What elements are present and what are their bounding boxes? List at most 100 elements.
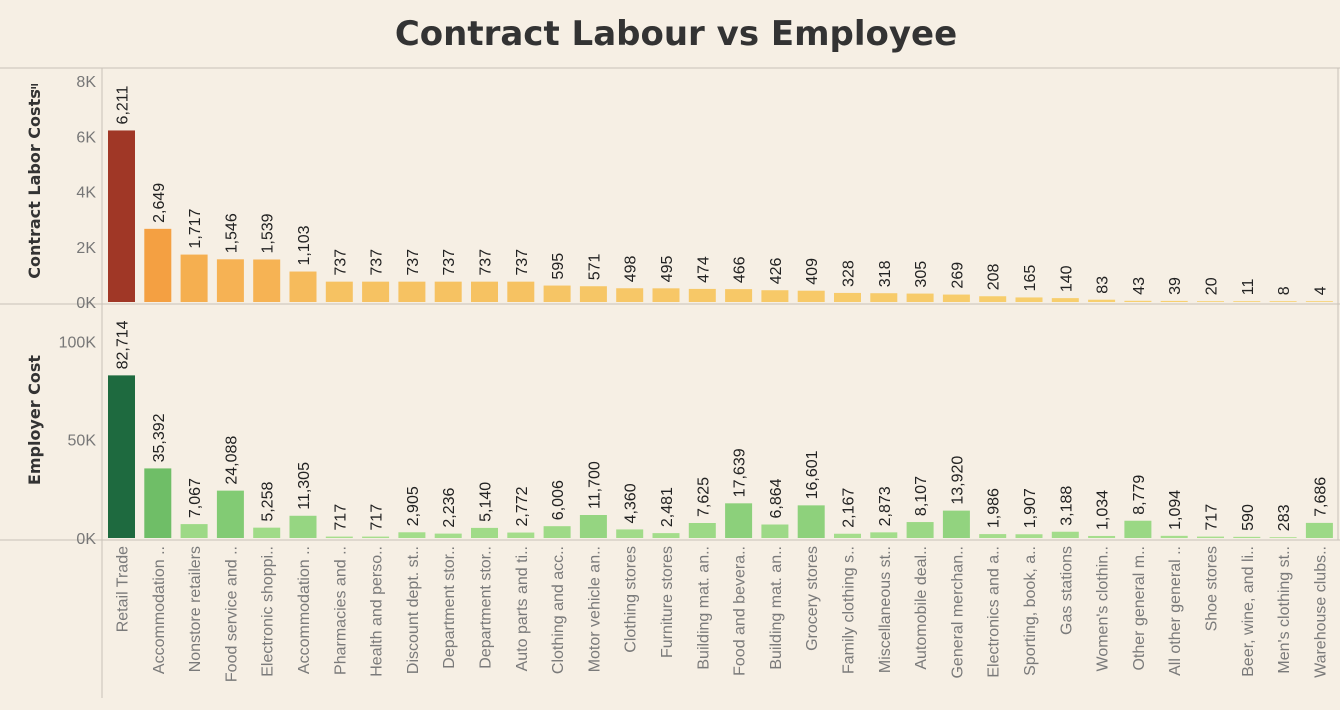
category-label[interactable]: Building mat. an.. bbox=[768, 546, 785, 670]
category-label[interactable]: Food service and .. bbox=[223, 546, 240, 682]
employer-bar[interactable] bbox=[688, 523, 716, 538]
category-label[interactable]: Beer, wine, and li.. bbox=[1240, 546, 1257, 677]
category-label[interactable]: Auto parts and ti.. bbox=[514, 546, 531, 671]
contract-bar[interactable] bbox=[797, 290, 825, 302]
contract-bar[interactable] bbox=[725, 289, 753, 302]
category-label[interactable]: Electronic shoppi.. bbox=[260, 546, 277, 677]
employer-bar[interactable] bbox=[216, 490, 244, 538]
category-label[interactable]: Other general m.. bbox=[1131, 546, 1148, 671]
category-label[interactable]: Motor vehicle an.. bbox=[586, 546, 603, 672]
category-label[interactable]: Retail Trade bbox=[115, 546, 132, 632]
employer-bar[interactable] bbox=[979, 534, 1007, 538]
category-label[interactable]: Women's clothin.. bbox=[1095, 546, 1112, 671]
contract-bar[interactable] bbox=[688, 288, 716, 302]
employer-bar[interactable] bbox=[325, 536, 353, 538]
employer-bar[interactable] bbox=[616, 529, 644, 538]
category-label[interactable]: Shoe stores bbox=[1204, 546, 1221, 631]
category-label[interactable]: Department stor.. bbox=[441, 546, 458, 669]
employer-bar[interactable] bbox=[144, 468, 172, 538]
contract-bar[interactable] bbox=[616, 288, 644, 302]
employer-bar[interactable] bbox=[253, 527, 281, 538]
sort-descending-icon[interactable] bbox=[31, 84, 38, 92]
category-label[interactable]: Men's clothing st.. bbox=[1276, 546, 1293, 674]
contract-bar[interactable] bbox=[870, 293, 898, 302]
employer-bar[interactable] bbox=[870, 532, 898, 538]
category-label[interactable]: General merchan.. bbox=[949, 546, 966, 679]
employer-bar[interactable] bbox=[289, 515, 317, 538]
contract-bar[interactable] bbox=[434, 281, 462, 302]
category-label[interactable]: Gas stations bbox=[1058, 546, 1075, 635]
employer-bar[interactable] bbox=[579, 514, 607, 538]
contract-bar[interactable] bbox=[289, 271, 317, 302]
contract-bar[interactable] bbox=[507, 281, 535, 302]
contract-bar[interactable] bbox=[906, 293, 934, 302]
contract-bar[interactable] bbox=[253, 259, 281, 302]
employer-bar[interactable] bbox=[725, 503, 753, 538]
category-label[interactable]: Accommodation .. bbox=[296, 546, 313, 674]
employer-bar[interactable] bbox=[1233, 536, 1261, 538]
category-label[interactable]: Building mat. an.. bbox=[695, 546, 712, 670]
category-label[interactable]: Accommodation .. bbox=[151, 546, 168, 674]
contract-bar[interactable] bbox=[1051, 298, 1079, 302]
contract-bar[interactable] bbox=[1015, 297, 1043, 302]
employer-bar[interactable] bbox=[1124, 520, 1152, 538]
employer-bar[interactable] bbox=[1088, 535, 1116, 538]
contract-bar[interactable] bbox=[1088, 299, 1116, 302]
employer-bar[interactable] bbox=[942, 510, 970, 538]
contract-bar[interactable] bbox=[1305, 301, 1333, 302]
contract-bar[interactable] bbox=[180, 254, 208, 302]
employer-bar[interactable] bbox=[834, 533, 861, 538]
employer-bar[interactable] bbox=[906, 522, 934, 538]
contract-bar[interactable] bbox=[579, 286, 607, 302]
employer-bar[interactable] bbox=[434, 533, 462, 538]
contract-bar[interactable] bbox=[1233, 301, 1261, 302]
category-label[interactable]: Grocery stores bbox=[804, 546, 821, 651]
category-label[interactable]: Warehouse clubs.. bbox=[1312, 546, 1329, 678]
category-label[interactable]: Automobile deal.. bbox=[913, 546, 930, 670]
employer-bar[interactable] bbox=[652, 533, 680, 538]
category-label[interactable]: Sporting, book, a.. bbox=[1022, 546, 1039, 676]
contract-bar[interactable] bbox=[834, 292, 861, 302]
employer-bar[interactable] bbox=[1269, 537, 1297, 538]
contract-bar[interactable] bbox=[543, 285, 571, 302]
employer-bar[interactable] bbox=[398, 532, 426, 538]
contract-bar[interactable] bbox=[108, 130, 135, 302]
employer-bar[interactable] bbox=[1197, 536, 1224, 538]
contract-bar[interactable] bbox=[979, 296, 1007, 302]
employer-bar[interactable] bbox=[507, 532, 535, 538]
contract-bar[interactable] bbox=[362, 281, 390, 302]
contract-bar[interactable] bbox=[216, 259, 244, 302]
category-label[interactable]: Nonstore retailers bbox=[187, 546, 204, 672]
employer-bar[interactable] bbox=[180, 524, 208, 538]
contract-bar[interactable] bbox=[325, 281, 353, 302]
contract-bar[interactable] bbox=[1269, 301, 1297, 302]
employer-bar[interactable] bbox=[1015, 534, 1043, 538]
employer-bar[interactable] bbox=[1305, 522, 1333, 538]
category-label[interactable]: Health and perso.. bbox=[369, 546, 386, 677]
employer-bar[interactable] bbox=[1160, 535, 1188, 538]
employer-bar[interactable] bbox=[108, 375, 135, 538]
category-label[interactable]: Clothing stores bbox=[623, 546, 640, 653]
category-label[interactable]: Family clothing s.. bbox=[841, 546, 858, 674]
category-label[interactable]: Department stor.. bbox=[478, 546, 495, 669]
category-label[interactable]: Furniture stores bbox=[659, 546, 676, 658]
employer-bar[interactable] bbox=[471, 527, 498, 538]
category-label[interactable]: Miscellaneous st.. bbox=[877, 546, 894, 673]
employer-bar[interactable] bbox=[761, 524, 789, 538]
contract-bar[interactable] bbox=[1160, 300, 1188, 302]
contract-bar[interactable] bbox=[471, 281, 498, 302]
category-label[interactable]: Electronics and a.. bbox=[986, 546, 1003, 678]
category-label[interactable]: Clothing and acc.. bbox=[550, 546, 567, 674]
employer-bar[interactable] bbox=[797, 505, 825, 538]
contract-bar[interactable] bbox=[144, 228, 172, 302]
contract-bar[interactable] bbox=[1197, 301, 1224, 302]
employer-bar[interactable] bbox=[1051, 531, 1079, 538]
contract-bar[interactable] bbox=[761, 290, 789, 302]
contract-bar[interactable] bbox=[1124, 300, 1152, 302]
contract-bar[interactable] bbox=[398, 281, 426, 302]
category-label[interactable]: Pharmacies and .. bbox=[332, 546, 349, 675]
category-label[interactable]: Food and bevera.. bbox=[732, 546, 749, 676]
contract-bar[interactable] bbox=[942, 294, 970, 302]
employer-bar[interactable] bbox=[543, 526, 571, 538]
employer-bar[interactable] bbox=[362, 536, 390, 538]
